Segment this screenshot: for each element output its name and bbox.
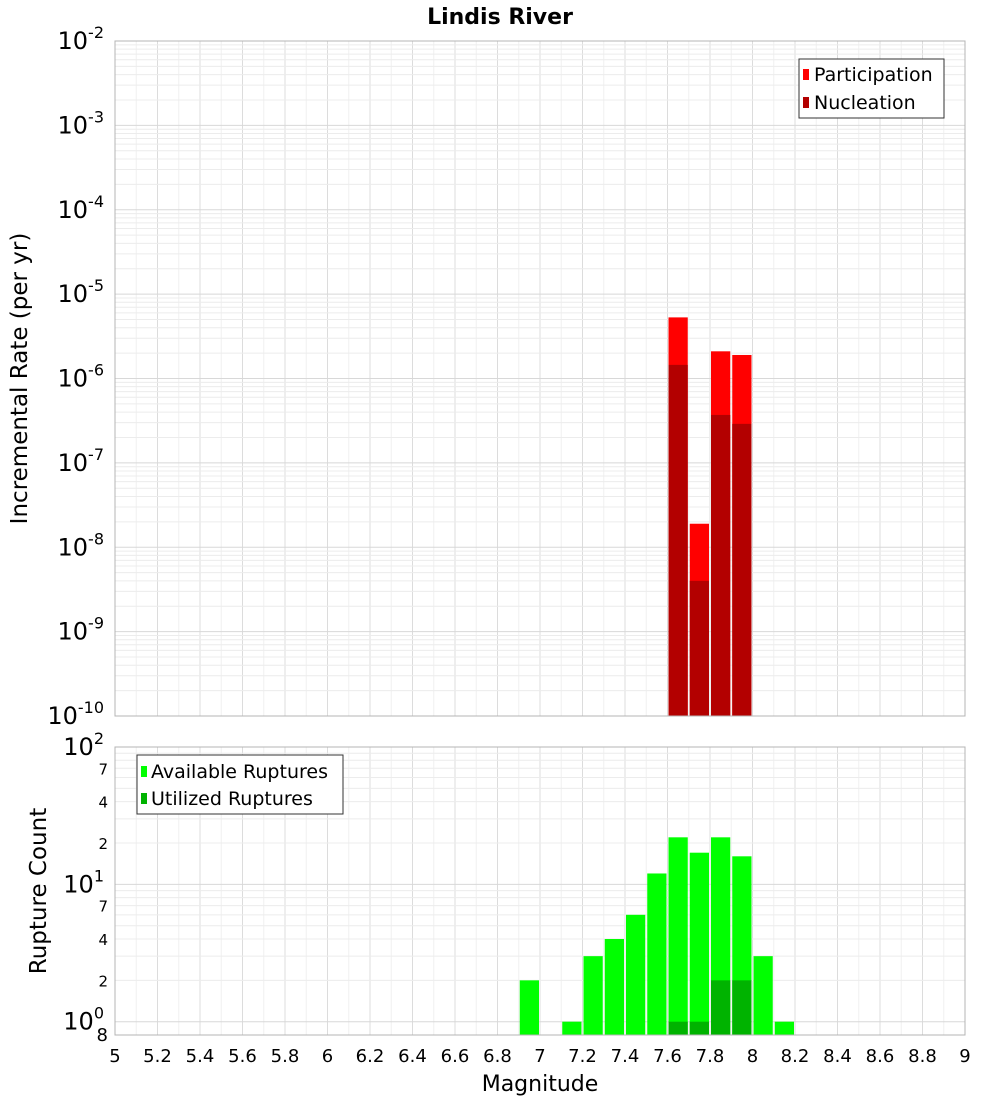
xtick-label: 8.4: [823, 1046, 852, 1067]
available-ruptures-bar: [604, 939, 624, 1035]
rate-ytick-label: 10-4: [58, 192, 105, 224]
rate-ytick-label: 10-7: [58, 445, 105, 477]
rate-legend-swatch: [803, 97, 809, 108]
count-legend: [136, 754, 344, 815]
available-ruptures-bar: [583, 956, 603, 1035]
rate-ytick-label: 10-10: [47, 698, 104, 730]
available-ruptures-bar: [647, 873, 667, 1035]
rate-ytick-label: 10-5: [58, 276, 105, 308]
xtick-label: 6.4: [398, 1046, 427, 1067]
count-ytick-label: 100: [63, 1004, 104, 1036]
xtick-label: 8: [747, 1046, 758, 1067]
xtick-label: 8.8: [908, 1046, 937, 1067]
rate-ylabel: Incremental Rate (per yr): [7, 233, 33, 525]
count-ytick-label: 101: [63, 866, 104, 898]
nucleation-bar: [689, 580, 709, 716]
rate-ytick-label: 10-9: [58, 614, 105, 646]
nucleation-bar: [668, 364, 688, 716]
xtick-label: 7.8: [696, 1046, 725, 1067]
xtick-label: 5.8: [271, 1046, 300, 1067]
utilized-ruptures-bar: [668, 1021, 688, 1035]
count-ytick-label: 4: [98, 794, 108, 812]
nucleation-bar: [711, 414, 731, 716]
xtick-label: 7.4: [611, 1046, 640, 1067]
count-ytick-label: 2: [98, 835, 108, 853]
count-legend-label: Utilized Ruptures: [151, 788, 313, 810]
rate-legend-label: Participation: [814, 64, 933, 86]
xtick-label: 5: [109, 1046, 120, 1067]
count-legend-label: Available Ruptures: [151, 761, 328, 783]
xtick-label: 7.2: [568, 1046, 597, 1067]
xtick-label: 5.2: [143, 1046, 172, 1067]
xtick-label: 5.4: [186, 1046, 215, 1067]
available-ruptures-bar: [562, 1021, 582, 1035]
xtick-label: 8.6: [866, 1046, 895, 1067]
rate-ytick-label: 10-8: [58, 529, 105, 561]
rate-legend-swatch: [803, 69, 809, 80]
available-ruptures-bar: [668, 837, 688, 1035]
chart-title: Lindis River: [427, 5, 573, 30]
count-ytick-label: 7: [98, 898, 108, 916]
xtick-label: 5.6: [228, 1046, 257, 1067]
available-ruptures-bar: [774, 1021, 794, 1035]
rate-ytick-label: 10-3: [58, 107, 105, 139]
rate-ytick-label: 10-2: [58, 23, 105, 55]
rate-ytick-label: 10-6: [58, 361, 105, 393]
count-ytick-label: 2: [98, 972, 108, 990]
xtick-label: 8.2: [781, 1046, 810, 1067]
available-ruptures-bar: [519, 980, 539, 1035]
count-ylabel: Rupture Count: [26, 808, 52, 974]
count-ytick-label: 7: [98, 760, 108, 778]
available-ruptures-bar: [689, 852, 709, 1035]
count-ytick-label: 102: [63, 729, 104, 761]
utilized-ruptures-bar: [732, 980, 752, 1035]
count-legend-swatch: [141, 793, 147, 804]
rate-legend: [798, 58, 945, 119]
available-ruptures-bar: [626, 914, 646, 1035]
count-legend-swatch: [141, 766, 147, 777]
xtick-label: 7: [534, 1046, 545, 1067]
utilized-ruptures-bar: [689, 1021, 709, 1035]
rate-legend-label: Nucleation: [814, 92, 916, 114]
rate-plot-border: [114, 40, 966, 717]
available-ruptures-bar: [753, 956, 773, 1035]
nucleation-bar: [732, 423, 752, 716]
xtick-label: 7.6: [653, 1046, 682, 1067]
xtick-label: 6.8: [483, 1046, 512, 1067]
count-ytick-label: 4: [98, 931, 108, 949]
magnitude-xlabel: Magnitude: [482, 1072, 599, 1097]
utilized-ruptures-bar: [711, 980, 731, 1035]
count-plot-border: [114, 746, 966, 1036]
xtick-label: 6: [322, 1046, 333, 1067]
xtick-label: 6.6: [441, 1046, 470, 1067]
xtick-label: 6.2: [356, 1046, 385, 1067]
count-ytick-label: 8: [97, 1025, 108, 1046]
xtick-label: 9: [959, 1046, 970, 1067]
